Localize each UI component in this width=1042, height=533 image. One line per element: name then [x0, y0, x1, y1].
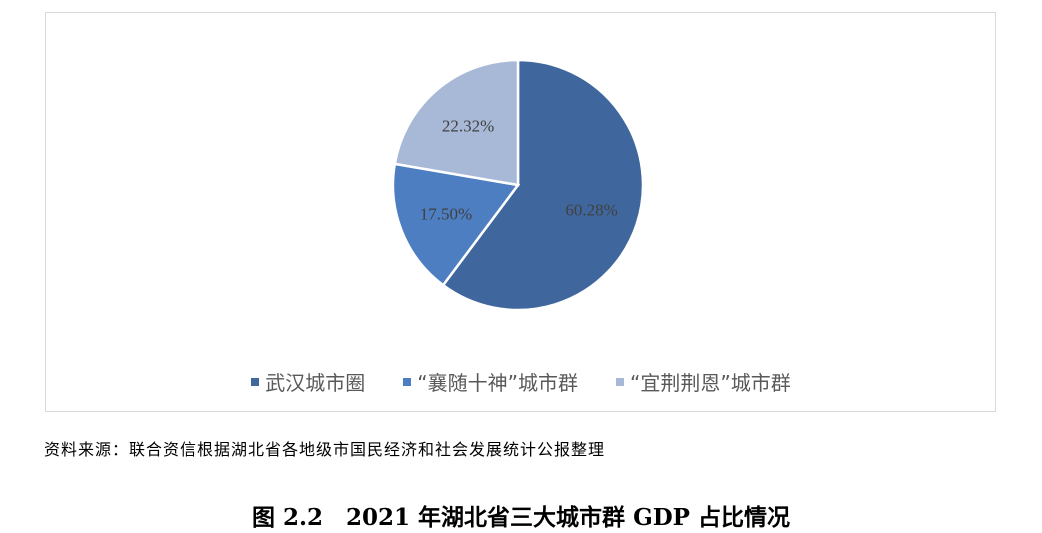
legend-swatch	[251, 377, 260, 386]
legend-label: “宜荆荆恩”城市群	[630, 371, 791, 395]
pie-slice	[441, 58, 645, 312]
figure-caption: 图 2.2 2021 年湖北省三大城市群 GDP 占比情况	[252, 504, 790, 531]
legend-label: 武汉城市圈	[265, 371, 366, 395]
legend-item: 武汉城市圈	[251, 367, 365, 396]
legend: 武汉城市圈 “襄随十神”城市群 “宜荆荆恩”城市群	[0, 367, 1042, 396]
chart-area	[45, 12, 996, 412]
pie-chart: 60.28% 17.50% 22.32%	[391, 58, 645, 312]
pie-slice	[391, 162, 521, 287]
pie-slice	[393, 58, 520, 187]
data-label: 22.32%	[442, 117, 494, 136]
legend-item: “宜荆荆恩”城市群	[616, 367, 791, 396]
legend-swatch	[616, 377, 624, 386]
legend-item: “襄随十神”城市群	[403, 367, 578, 396]
data-label: 60.28%	[565, 200, 617, 219]
legend-swatch	[403, 377, 412, 386]
source-note: 资料来源：联合资信根据湖北省各地级市国民经济和社会发展统计公报整理	[44, 440, 606, 459]
legend-label: “襄随十神”城市群	[417, 371, 578, 395]
data-label: 17.50%	[420, 205, 472, 224]
